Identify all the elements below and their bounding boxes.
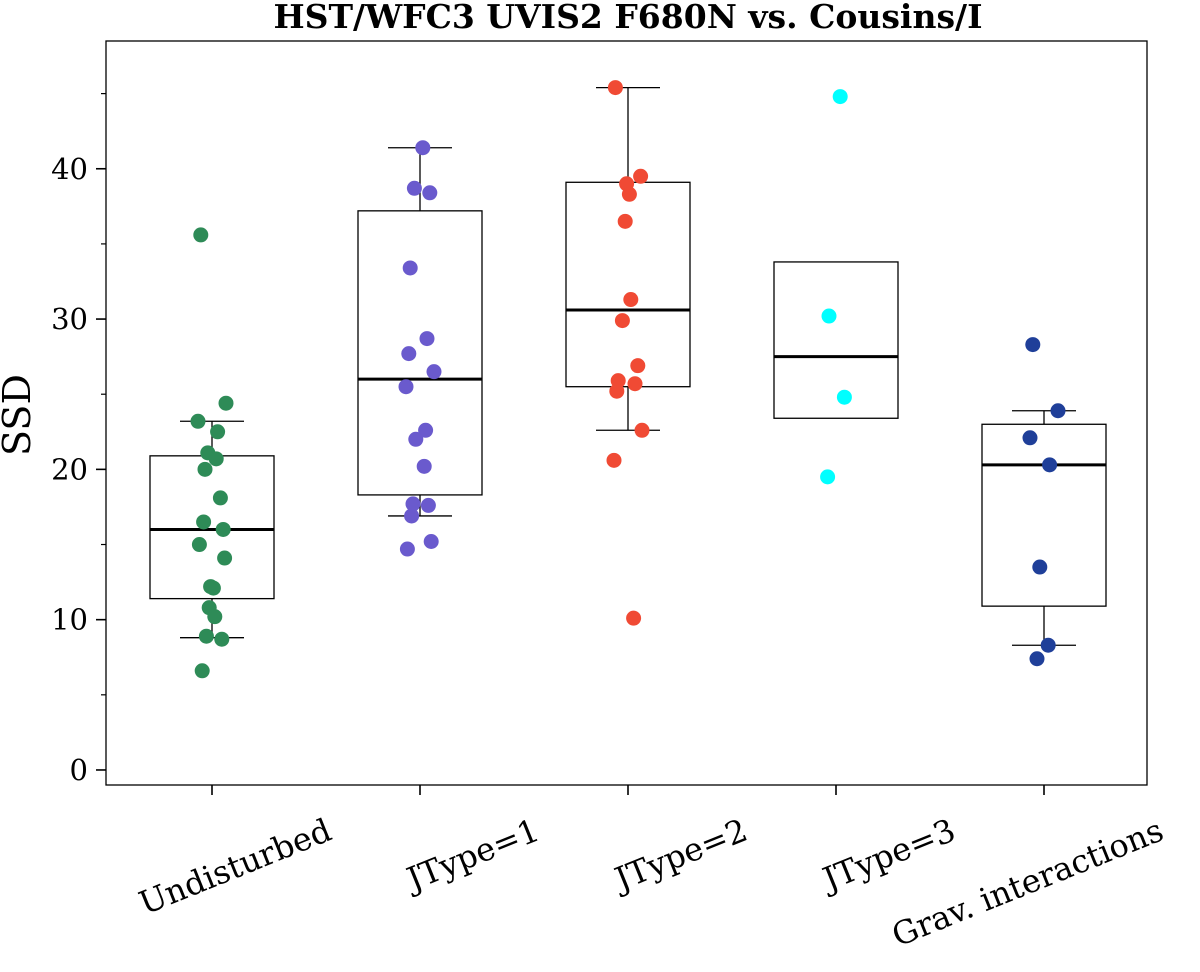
group-4-point <box>832 89 848 105</box>
group-5-point <box>1032 559 1048 575</box>
points-layer <box>190 80 1066 679</box>
group-3-x-tick-label: JType=2 <box>607 811 753 899</box>
group-1-point <box>208 451 224 467</box>
group-1-box <box>149 455 275 600</box>
boxes-layer <box>149 86 1107 646</box>
group-2-point <box>398 379 414 395</box>
group-2-point <box>420 497 436 513</box>
group-4-point <box>820 469 836 485</box>
group-3-point <box>623 292 639 308</box>
group-1-point <box>215 521 231 537</box>
group-3-point <box>626 610 642 626</box>
y-tick-label: 20 <box>51 452 88 486</box>
group-5-point <box>1050 403 1066 419</box>
group-2-point <box>399 541 415 557</box>
group-3-point <box>633 168 649 184</box>
group-3-point <box>614 313 630 329</box>
group-1-point <box>217 550 233 566</box>
group-1-point <box>191 537 207 553</box>
y-tick-label: 0 <box>70 753 88 787</box>
group-2-x-tick-label: JType=1 <box>399 811 545 899</box>
group-2-point <box>415 140 431 156</box>
y-tick-label: 30 <box>51 302 88 336</box>
group-2-point <box>422 185 438 201</box>
group-5-point <box>1040 637 1056 653</box>
group-1-point <box>207 609 223 625</box>
y-tick-label: 40 <box>51 152 88 186</box>
group-4-x-tick-label: JType=3 <box>815 811 961 899</box>
group-1-point <box>214 631 230 647</box>
group-4-point <box>836 389 852 405</box>
group-1-point <box>190 413 206 429</box>
chart-title: HST/WFC3 UVIS2 F680N vs. Cousins/I <box>273 0 982 36</box>
group-5-box <box>981 423 1107 607</box>
group-1-x-tick-label: Undisturbed <box>134 811 337 922</box>
group-4-box <box>773 261 899 419</box>
group-2-point <box>405 496 421 512</box>
group-3-box <box>565 181 691 388</box>
group-5-point <box>1022 430 1038 446</box>
group-2-point <box>406 180 422 196</box>
group-2-box <box>357 210 483 496</box>
group-3-point <box>634 422 650 438</box>
group-5-point <box>1029 651 1045 667</box>
group-3-point <box>609 383 625 399</box>
y-tick-label: 10 <box>51 603 88 637</box>
group-3-point <box>606 452 622 468</box>
group-1-point <box>212 490 228 506</box>
group-2-point <box>401 346 417 362</box>
group-3-point <box>630 358 646 374</box>
group-2-point <box>426 364 442 380</box>
group-2-point <box>419 331 435 347</box>
group-2-point <box>408 431 424 447</box>
group-1-point <box>205 580 221 596</box>
group-3-point <box>617 213 633 229</box>
group-1-point <box>218 395 234 411</box>
group-1-point <box>194 663 210 679</box>
group-3-point <box>627 376 643 392</box>
group-5-point <box>1025 337 1041 353</box>
group-5-point <box>1042 457 1058 473</box>
group-1-point <box>210 424 226 440</box>
group-3-point <box>621 186 637 202</box>
group-4-point <box>821 308 837 324</box>
group-2-point <box>418 422 434 438</box>
group-1-point <box>193 227 209 243</box>
group-1-point <box>196 514 212 530</box>
group-1-point <box>197 461 213 477</box>
group-2-point <box>402 260 418 276</box>
group-2-point <box>404 508 420 524</box>
y-axis-label: SSD <box>0 374 39 456</box>
plot-frame <box>105 40 1148 786</box>
group-1-point <box>198 628 214 644</box>
group-2-point <box>423 534 439 550</box>
group-3-point <box>607 80 623 96</box>
group-2-point <box>416 458 432 474</box>
